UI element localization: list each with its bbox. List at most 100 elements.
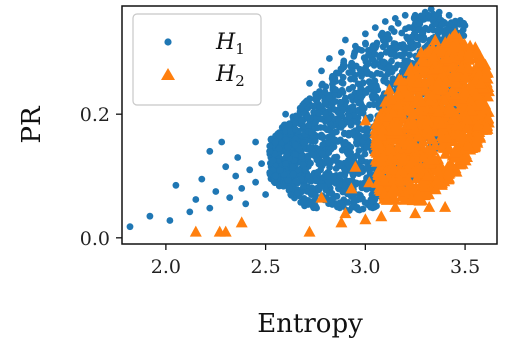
h1-cloud-point (404, 35, 411, 43)
h1-point (266, 147, 273, 155)
h2-point (363, 176, 376, 188)
h1-point (206, 147, 214, 155)
h1-cloud-point (309, 102, 317, 110)
h2-cloud-point (435, 117, 448, 129)
h1-cloud-point (416, 20, 424, 28)
h2-cloud-point (465, 104, 478, 116)
h2-cloud-point (385, 152, 398, 164)
h2-cloud-point (414, 194, 427, 206)
h2-point (189, 225, 202, 237)
h1-cloud-point (349, 103, 357, 110)
h1-cloud-point (386, 63, 393, 70)
h1-cloud-point (316, 160, 324, 168)
h1-cloud-point (418, 29, 426, 36)
h1-cloud-point (309, 151, 317, 159)
h2-cloud-point (450, 76, 463, 88)
h1-cloud-point (279, 182, 287, 190)
h2-cloud-point (461, 138, 474, 150)
h1-point (371, 24, 379, 31)
h1-cloud-point (266, 142, 274, 150)
h1-cloud-point (284, 143, 292, 151)
x-axis-label: Entropy (257, 309, 363, 339)
h1-cloud-point (350, 196, 358, 203)
h1-point (272, 172, 279, 180)
h1-point (286, 185, 293, 192)
h1-cloud-point (298, 153, 305, 160)
h1-cloud-point (282, 136, 290, 143)
h2-cloud-point (386, 93, 398, 105)
h1-cloud-point (365, 60, 373, 67)
h1-point (282, 110, 289, 118)
h1-cloud-point (378, 29, 386, 37)
legend: H1 H2 (132, 13, 262, 106)
h2-cloud-point (406, 166, 419, 178)
h2-point (339, 207, 352, 219)
h2-cloud-point (423, 128, 436, 140)
h2-point (403, 64, 416, 76)
h2-cloud-point (405, 116, 418, 128)
h2-cloud-point (435, 45, 448, 57)
h1-cloud-point (292, 151, 299, 159)
h1-point (276, 132, 283, 140)
h1-cloud-point (388, 57, 395, 65)
h1-cloud-point (353, 139, 360, 147)
h1-cloud-point (367, 203, 375, 211)
h2-cloud-point (384, 144, 397, 156)
h1-cloud-point (355, 99, 363, 107)
h2-cloud-point (423, 94, 436, 106)
h2-point (383, 83, 396, 95)
h2-cloud-point (430, 62, 443, 74)
h2-point (395, 74, 408, 86)
h1-cloud-point (373, 69, 381, 77)
h2-cloud-point (464, 94, 477, 106)
h2-cloud-point (461, 113, 474, 124)
h1-cloud-point (304, 113, 311, 121)
h1-cloud-point (271, 138, 279, 146)
h1-cloud-point (438, 21, 446, 29)
h2-cloud-point (482, 112, 495, 123)
h2-cloud-point (411, 130, 424, 142)
h1-cloud-point (425, 26, 432, 34)
h1-cloud-point (369, 44, 377, 51)
h2-cloud-point (430, 174, 443, 186)
h1-cloud-point (349, 83, 357, 91)
h1-point (381, 18, 389, 25)
h1-cloud-point (318, 150, 326, 158)
h1-cloud-point (345, 69, 353, 76)
h1-cloud-point (354, 80, 362, 88)
h2-cloud-point (382, 110, 395, 122)
h1-cloud-point (317, 183, 325, 190)
h1-point (252, 138, 259, 146)
h2-point (439, 200, 452, 212)
h1-point (352, 42, 359, 50)
legend-box (132, 13, 262, 106)
h1-cloud-point (382, 48, 390, 56)
h2-cloud-point (386, 174, 399, 186)
h1-cloud-point (410, 43, 418, 51)
h1-cloud-point (394, 19, 402, 27)
h1-point (126, 223, 134, 231)
h1-point (435, 8, 443, 16)
h2-point (369, 145, 382, 157)
h1-cloud-point (325, 149, 333, 157)
h1-cloud-point (271, 150, 279, 158)
h2-cloud-point (399, 85, 412, 97)
legend-h1-label: H1 (215, 30, 245, 58)
h1-cloud-point (398, 61, 406, 69)
h1-cloud-point (283, 150, 291, 158)
h1-cloud-point (323, 126, 331, 134)
h1-cloud-point (406, 51, 413, 59)
h1-cloud-point (356, 206, 363, 214)
y-tick-label: 0.2 (80, 104, 110, 126)
h2-cloud-point (387, 181, 400, 193)
h1-cloud-point (429, 16, 437, 24)
h2-cloud-point (377, 150, 390, 162)
h2-point (409, 207, 422, 219)
h1-cloud-point (371, 50, 379, 58)
h2-cloud-point (376, 123, 389, 135)
h2-point (415, 46, 428, 58)
h1-point (166, 217, 174, 224)
legend-h1-marker (164, 38, 172, 46)
y-axis-ticks: 0.0 0.2 (80, 104, 122, 250)
h2-cloud-point (440, 52, 453, 64)
